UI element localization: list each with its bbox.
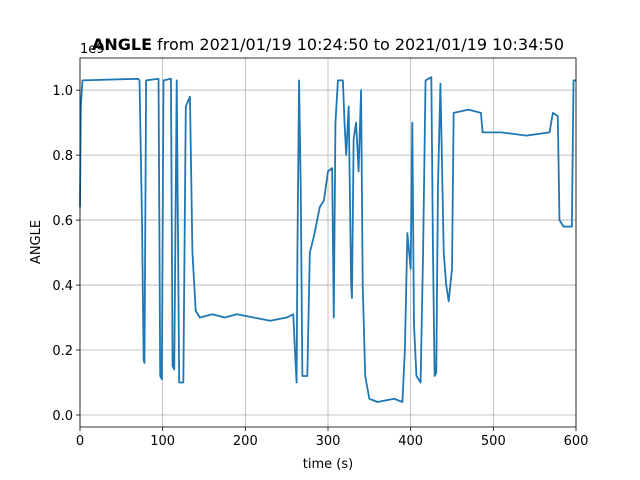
y-tick-label: 0.6 <box>52 214 73 229</box>
x-tick-label: 200 <box>233 434 258 449</box>
y-tick-label: 0.4 <box>52 279 73 294</box>
x-tick-label: 500 <box>481 434 506 449</box>
axes-frame <box>79 57 577 428</box>
title-rest: from 2021/01/19 10:24:50 to 2021/01/19 1… <box>157 35 564 54</box>
chart-title: ANGLE from 2021/01/19 10:24:50 to 2021/0… <box>92 35 564 54</box>
y-tick-label: 0.0 <box>52 409 73 424</box>
x-tick-label: 300 <box>316 434 341 449</box>
y-tick-label: 0.8 <box>52 149 73 164</box>
y-tick-label: 0.2 <box>52 344 73 359</box>
title-bold: ANGLE <box>92 35 152 54</box>
y-axis-label: ANGLE <box>29 220 44 264</box>
x-tick-label: 400 <box>398 434 423 449</box>
x-tick-label: 0 <box>76 434 84 449</box>
x-tick-label: 600 <box>564 434 589 449</box>
y-offset-label: 1e9 <box>80 42 105 57</box>
x-tick-label: 100 <box>150 434 175 449</box>
x-axis-label: time (s) <box>303 457 353 472</box>
y-tick-label: 1.0 <box>52 84 73 99</box>
data-line <box>79 76 576 403</box>
